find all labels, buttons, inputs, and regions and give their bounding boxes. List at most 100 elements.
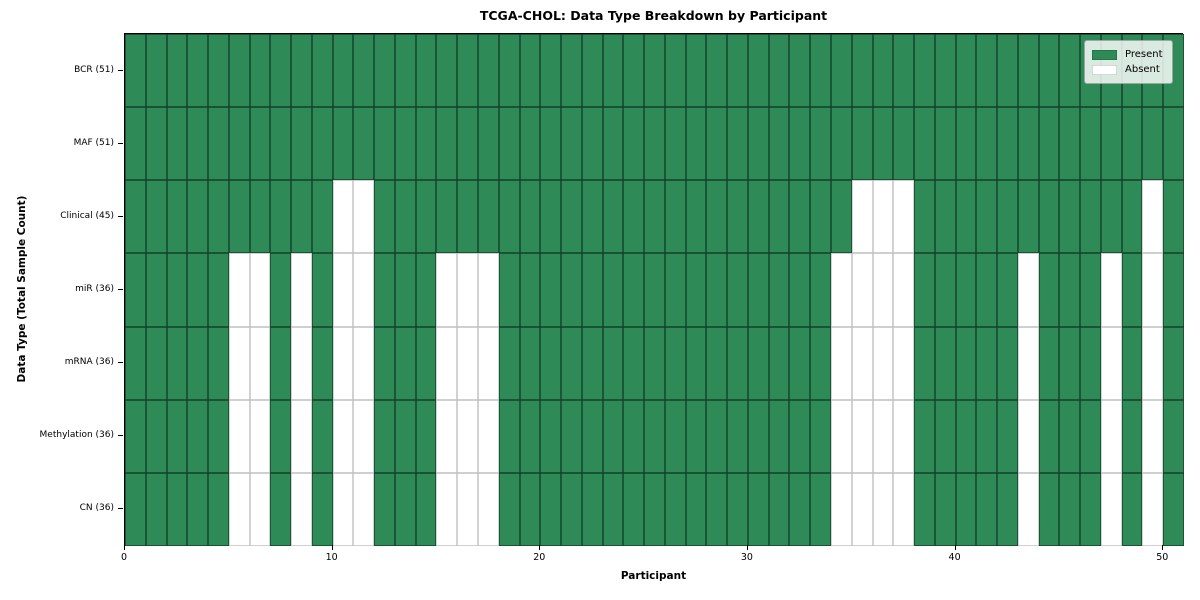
- heatmap-cell: [810, 326, 831, 400]
- heatmap-cell: [727, 326, 748, 400]
- heatmap-cell: [311, 180, 333, 254]
- heatmap-cell: [581, 326, 603, 400]
- heatmap-cell: [125, 34, 146, 108]
- heatmap-cell: [581, 253, 603, 327]
- heatmap-cell: [1080, 326, 1101, 400]
- heatmap-cell: [291, 472, 312, 546]
- heatmap-cell: [436, 34, 458, 108]
- heatmap-cell: [540, 34, 562, 108]
- heatmap-cell: [831, 399, 852, 473]
- heatmap-cell: [602, 399, 624, 473]
- heatmap-cell: [602, 107, 624, 181]
- heatmap-cell: [457, 399, 478, 473]
- heatmap-cell: [249, 326, 271, 400]
- heatmap-cell: [851, 472, 873, 546]
- y-tick-label: MAF (51): [73, 137, 114, 148]
- legend-swatch-icon: [1092, 49, 1117, 60]
- heatmap-cell: [478, 180, 499, 254]
- heatmap-cell: [872, 472, 894, 546]
- heatmap-cell: [581, 180, 603, 254]
- heatmap-cell: [415, 107, 437, 181]
- heatmap-cell: [561, 399, 582, 473]
- heatmap-cell: [332, 399, 354, 473]
- plot-area: [124, 33, 1184, 546]
- heatmap-cell: [1100, 253, 1122, 327]
- heatmap-cell: [145, 107, 167, 181]
- heatmap-cell: [457, 180, 478, 254]
- heatmap-cell: [789, 107, 811, 181]
- heatmap-cell: [291, 326, 312, 400]
- heatmap-cell: [955, 34, 977, 108]
- heatmap-cell: [415, 253, 437, 327]
- heatmap-cell: [208, 399, 229, 473]
- heatmap-cell: [1121, 472, 1143, 546]
- heatmap-cell: [997, 326, 1018, 400]
- heatmap-cell: [664, 34, 686, 108]
- heatmap-cell: [872, 253, 894, 327]
- heatmap-cell: [851, 399, 873, 473]
- legend-swatch-icon: [1092, 64, 1117, 75]
- heatmap-cell: [789, 472, 811, 546]
- heatmap-cell: [519, 326, 541, 400]
- heatmap-cell: [478, 107, 499, 181]
- heatmap-cell: [1017, 326, 1039, 400]
- heatmap-cell: [353, 253, 375, 327]
- heatmap-cell: [457, 253, 478, 327]
- heatmap-cell: [955, 326, 977, 400]
- heatmap-cell: [810, 180, 831, 254]
- heatmap-cell: [332, 326, 354, 400]
- heatmap-cell: [415, 399, 437, 473]
- heatmap-cell: [623, 180, 645, 254]
- heatmap-cell: [602, 34, 624, 108]
- heatmap-cell: [706, 326, 728, 400]
- heatmap-cell: [228, 253, 250, 327]
- x-axis-label: Participant: [620, 570, 687, 582]
- heatmap-cell: [851, 180, 873, 254]
- heatmap-cell: [374, 253, 395, 327]
- heatmap-cell: [1100, 326, 1122, 400]
- heatmap-cell: [623, 34, 645, 108]
- heatmap-cell: [436, 326, 458, 400]
- heatmap-cell: [747, 472, 769, 546]
- heatmap-cell: [187, 180, 209, 254]
- heatmap-cell: [1059, 326, 1081, 400]
- heatmap-cell: [914, 326, 935, 400]
- heatmap-cell: [457, 34, 478, 108]
- heatmap-cell: [457, 326, 478, 400]
- heatmap-cell: [478, 34, 499, 108]
- heatmap-cell: [478, 326, 499, 400]
- heatmap-cell: [872, 34, 894, 108]
- heatmap-cell: [353, 34, 375, 108]
- heatmap-cell: [893, 399, 915, 473]
- heatmap-cell: [955, 180, 977, 254]
- heatmap-cell: [228, 180, 250, 254]
- heatmap-cell: [851, 107, 873, 181]
- heatmap-cell: [1038, 399, 1060, 473]
- heatmap-cell: [727, 107, 748, 181]
- heatmap-cell: [1038, 253, 1060, 327]
- heatmap-cell: [976, 253, 998, 327]
- heatmap-cell: [768, 472, 790, 546]
- heatmap-cell: [498, 107, 520, 181]
- heatmap-cell: [623, 472, 645, 546]
- heatmap-cell: [914, 34, 935, 108]
- heatmap-cell: [934, 399, 956, 473]
- heatmap-cell: [270, 34, 292, 108]
- heatmap-cell: [934, 107, 956, 181]
- heatmap-cell: [1100, 180, 1122, 254]
- heatmap-cell: [955, 472, 977, 546]
- heatmap-cell: [706, 399, 728, 473]
- x-tick-label: 0: [120, 552, 128, 563]
- heatmap-cell: [1059, 107, 1081, 181]
- heatmap-cell: [789, 180, 811, 254]
- heatmap-cell: [1038, 180, 1060, 254]
- heatmap-cell: [623, 399, 645, 473]
- heatmap-cell: [644, 399, 665, 473]
- heatmap-cell: [436, 253, 458, 327]
- heatmap-cell: [685, 180, 707, 254]
- heatmap-cell: [623, 107, 645, 181]
- heatmap-cell: [166, 472, 188, 546]
- heatmap-cell: [664, 180, 686, 254]
- heatmap-cell: [311, 399, 333, 473]
- heatmap-cell: [394, 180, 416, 254]
